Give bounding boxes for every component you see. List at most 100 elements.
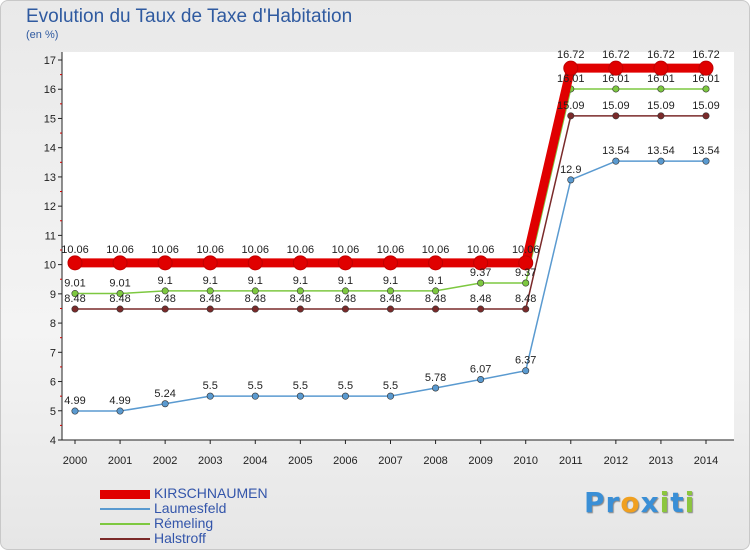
- data-label: 8.48: [380, 293, 401, 305]
- data-label: 6.37: [515, 355, 536, 367]
- x-tick-label: 2014: [694, 455, 718, 467]
- brand-letter: i: [659, 486, 671, 519]
- legend-label: Halstroff: [154, 530, 206, 546]
- y-tick-label: 13: [44, 172, 56, 184]
- data-label: 10.06: [377, 244, 405, 256]
- data-label: 5.5: [248, 380, 263, 392]
- data-point: [161, 305, 169, 313]
- data-label: 9.37: [515, 267, 536, 279]
- x-tick-label: 2012: [604, 455, 628, 467]
- plot-area: [62, 52, 734, 440]
- brand-letter: x: [640, 486, 660, 519]
- x-tick-label: 2001: [108, 455, 132, 467]
- data-point: [206, 305, 214, 313]
- data-point: [477, 279, 485, 287]
- data-label: 8.48: [425, 293, 446, 305]
- data-label: 9.1: [383, 275, 398, 287]
- data-point: [383, 255, 398, 271]
- y-tick-label: 4: [50, 435, 56, 447]
- data-label: 8.48: [154, 293, 175, 305]
- data-point: [477, 305, 485, 313]
- data-point: [432, 287, 440, 295]
- x-tick-label: 2002: [153, 455, 177, 467]
- data-point: [116, 305, 124, 313]
- data-point: [612, 112, 620, 120]
- data-point: [518, 255, 534, 271]
- data-point: [657, 112, 665, 120]
- data-label: 8.48: [109, 293, 130, 305]
- brand-letter: i: [684, 486, 696, 519]
- x-tick-label: 2003: [198, 455, 222, 467]
- data-point: [386, 392, 394, 400]
- data-point: [657, 157, 665, 165]
- data-label: 10.06: [242, 244, 270, 256]
- data-point: [612, 157, 620, 165]
- brand-letter: r: [605, 486, 621, 519]
- data-point: [296, 392, 304, 400]
- y-tick-label: 15: [44, 113, 56, 125]
- y-tick-label: 6: [50, 377, 56, 389]
- data-point: [116, 407, 124, 415]
- data-point: [202, 255, 218, 271]
- data-point: [206, 392, 214, 400]
- data-point: [522, 305, 530, 313]
- chart-title: Evolution du Taux de Taxe d'Habitation: [26, 6, 353, 27]
- data-label: 10.06: [196, 244, 224, 256]
- legend-label: KIRSCHNAUMEN: [154, 485, 268, 501]
- data-label: 10.06: [287, 244, 315, 256]
- data-point: [247, 255, 263, 271]
- data-point: [702, 85, 710, 93]
- data-label: 4.99: [64, 395, 85, 407]
- data-point: [112, 255, 128, 271]
- x-tick-label: 2008: [423, 455, 447, 467]
- data-point: [341, 392, 349, 400]
- data-point: [473, 255, 489, 271]
- brand-letter: o: [620, 486, 641, 519]
- x-tick-label: 2000: [63, 455, 87, 467]
- data-point: [341, 287, 349, 295]
- data-point: [702, 112, 710, 120]
- data-label: 15.09: [557, 100, 585, 112]
- data-label: 5.5: [338, 380, 353, 392]
- data-label: 16.72: [692, 49, 720, 61]
- data-point: [71, 290, 79, 298]
- data-point: [67, 255, 83, 271]
- data-label: 9.1: [338, 275, 353, 287]
- y-tick-label: 10: [44, 260, 56, 272]
- data-label: 8.48: [335, 293, 356, 305]
- brand-letter: P: [584, 486, 606, 519]
- data-label: 15.09: [692, 100, 720, 112]
- data-point: [386, 305, 394, 313]
- x-tick-label: 2005: [288, 455, 312, 467]
- data-point: [432, 305, 440, 313]
- y-tick-label: 11: [45, 230, 56, 242]
- y-tick-label: 16: [44, 84, 56, 96]
- data-label: 15.09: [647, 100, 675, 112]
- data-label: 13.54: [647, 145, 675, 157]
- y-tick-label: 9: [50, 289, 56, 301]
- x-tick-label: 2006: [333, 455, 357, 467]
- data-label: 16.01: [602, 73, 630, 85]
- data-point: [337, 255, 353, 271]
- data-label: 8.48: [64, 293, 85, 305]
- data-point: [251, 287, 259, 295]
- legend-label: Rémeling: [154, 515, 214, 531]
- data-label: 8.48: [290, 293, 311, 305]
- data-point: [702, 157, 710, 165]
- data-label: 10.06: [332, 244, 360, 256]
- data-label: 16.01: [647, 73, 675, 85]
- data-label: 8.48: [245, 293, 266, 305]
- data-label: 5.24: [154, 388, 175, 400]
- data-point: [341, 305, 349, 313]
- data-label: 8.48: [470, 293, 491, 305]
- data-label: 10.06: [106, 244, 134, 256]
- y-tick-label: 7: [50, 347, 56, 359]
- data-label: 10.06: [467, 244, 495, 256]
- x-tick-label: 2004: [243, 455, 267, 467]
- data-point: [71, 305, 79, 313]
- data-point: [71, 407, 79, 415]
- data-label: 9.37: [470, 267, 491, 279]
- data-label: 9.01: [64, 278, 85, 290]
- data-label: 5.78: [425, 372, 446, 384]
